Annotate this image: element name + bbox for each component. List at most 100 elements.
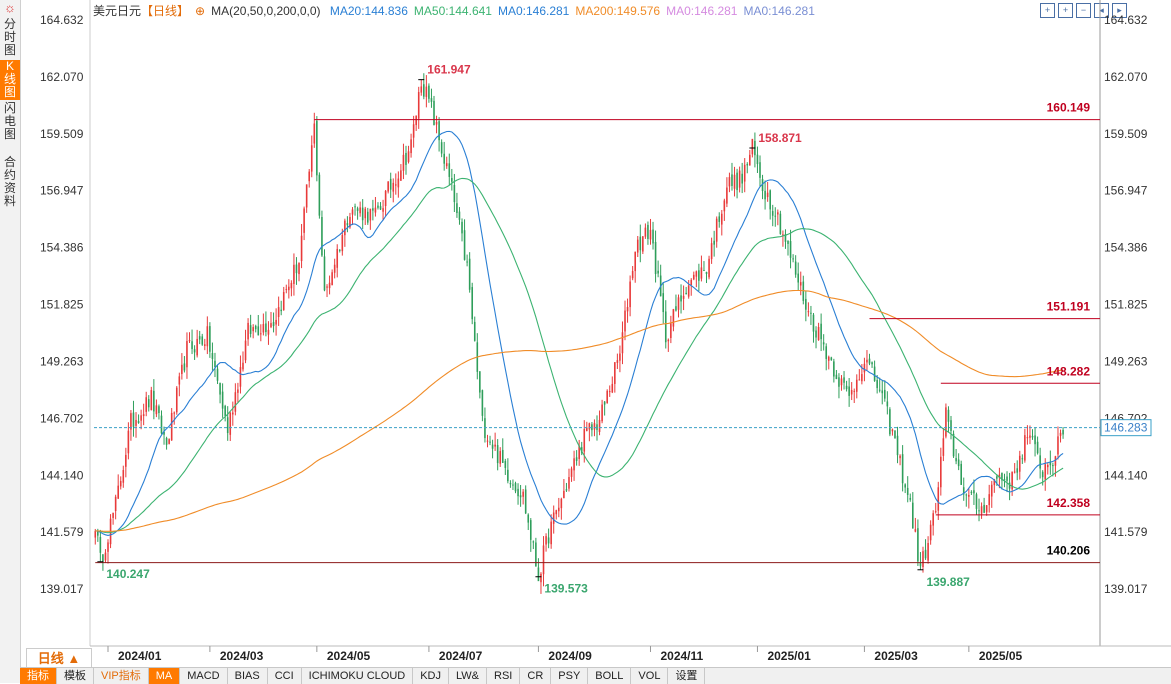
settings-sun-icon[interactable]: ☼ [4, 0, 16, 15]
candle-body [906, 487, 909, 495]
indicator-tab[interactable]: VIP指标 [94, 668, 149, 684]
candle-body [871, 362, 873, 365]
candle-body [550, 521, 552, 545]
candle-body [924, 549, 927, 559]
candle-body [807, 311, 810, 313]
candle-body [670, 323, 672, 338]
candle-body [125, 454, 127, 467]
candle-body [1026, 437, 1029, 439]
indicator-tab[interactable]: CCI [268, 668, 302, 684]
candle-body [662, 293, 665, 313]
tab-time-chart[interactable]: 分时图 [3, 17, 16, 57]
candle-body [1036, 441, 1039, 454]
candle-body [430, 98, 433, 102]
candle-body [275, 319, 277, 325]
candle-body [843, 377, 845, 383]
candle-body [535, 542, 537, 567]
indicator-tab[interactable]: PSY [551, 668, 589, 684]
candle-body [372, 208, 374, 211]
candle-body [328, 282, 331, 289]
candle-body [975, 494, 978, 509]
price-chart[interactable]: 164.632 164.632 162.070 162.070 159.509 159.5… [0, 0, 1171, 667]
candle-body [400, 170, 402, 181]
candle-body [186, 341, 188, 368]
candle-body [216, 368, 219, 381]
candle-body [119, 480, 122, 487]
candle-body [178, 376, 181, 385]
candle-body [163, 431, 165, 435]
y-tick-label-right: 162.070 [1104, 70, 1148, 84]
crosshair-icon[interactable]: + [1040, 3, 1055, 18]
indicator-tab[interactable]: CR [520, 668, 552, 684]
indicator-tab[interactable]: MA [148, 668, 181, 684]
tab-flash-chart[interactable]: 闪电图 [3, 101, 16, 141]
scroll-left-icon[interactable]: ◂ [1094, 3, 1109, 18]
candle-body [932, 513, 934, 526]
y-tick-label-right: 159.509 [1104, 127, 1148, 141]
candle-body [726, 187, 728, 204]
zoom-in-icon[interactable]: + [1058, 3, 1073, 18]
candle-body [331, 272, 333, 286]
candle-body [575, 457, 578, 461]
candle-body [606, 390, 608, 404]
indicator-tab[interactable]: 指标 [20, 668, 57, 684]
y-tick-label-right: 154.386 [1104, 241, 1148, 255]
indicator-tab[interactable]: RSI [487, 668, 521, 684]
candle-body [229, 412, 232, 435]
candle-body [496, 445, 499, 464]
scroll-right-icon[interactable]: ▸ [1112, 3, 1127, 18]
candle-body [555, 510, 558, 515]
indicator-tab[interactable]: VOL [631, 668, 669, 684]
candle-body [173, 412, 176, 414]
candle-body [249, 325, 252, 334]
indicator-tab[interactable]: KDJ [413, 668, 449, 684]
candle-body [896, 435, 899, 456]
candle-body [237, 389, 239, 393]
candle-body [285, 288, 288, 291]
candle-body [540, 573, 542, 583]
indicator-tab[interactable]: 模板 [57, 668, 94, 684]
candle-body [349, 216, 351, 228]
indicator-tab[interactable]: 设置 [668, 668, 706, 684]
candle-body [822, 342, 825, 345]
candle-body [560, 498, 563, 509]
candle-body [153, 390, 155, 412]
candle-body [988, 494, 991, 506]
indicator-tab[interactable]: BIAS [228, 668, 268, 684]
candle-body [537, 567, 540, 582]
candle-body [102, 554, 104, 562]
candle-body [751, 138, 754, 155]
settings-icon[interactable]: ⊕ [195, 4, 206, 18]
candle-body [838, 377, 840, 387]
indicator-tab[interactable]: BOLL [588, 668, 632, 684]
candle-body [675, 306, 677, 311]
x-tick-label: 2024/11 [660, 649, 703, 663]
candle-body [940, 456, 942, 488]
candle-body [359, 207, 361, 214]
candle-body [1049, 462, 1052, 466]
candle-body [160, 415, 163, 434]
candle-body [636, 239, 639, 253]
candle-body [517, 488, 519, 497]
candle-body [295, 264, 298, 274]
indicator-tab[interactable]: LW& [449, 668, 488, 684]
candle-body [425, 86, 428, 97]
y-tick-label-left: 149.263 [40, 354, 84, 368]
candle-body [397, 178, 400, 188]
candle-body [825, 346, 828, 359]
indicator-tab[interactable]: ICHIMOKU CLOUD [302, 668, 414, 684]
candle-body [853, 390, 856, 392]
zoom-out-icon[interactable]: − [1076, 3, 1091, 18]
candle-body [698, 270, 700, 281]
ma-indicator[interactable]: MA(20,50,0,200,0,0) [211, 4, 321, 18]
extreme-label: 161.947 [427, 63, 471, 77]
candle-body [1054, 456, 1057, 466]
candle-body [1003, 479, 1006, 481]
candle-body [170, 412, 173, 441]
candle-body [777, 212, 779, 215]
candle-body [695, 271, 698, 277]
indicator-tab[interactable]: MACD [180, 668, 228, 684]
tab-contract-info[interactable]: 合约资料 [3, 155, 16, 208]
candle-body [621, 332, 624, 354]
